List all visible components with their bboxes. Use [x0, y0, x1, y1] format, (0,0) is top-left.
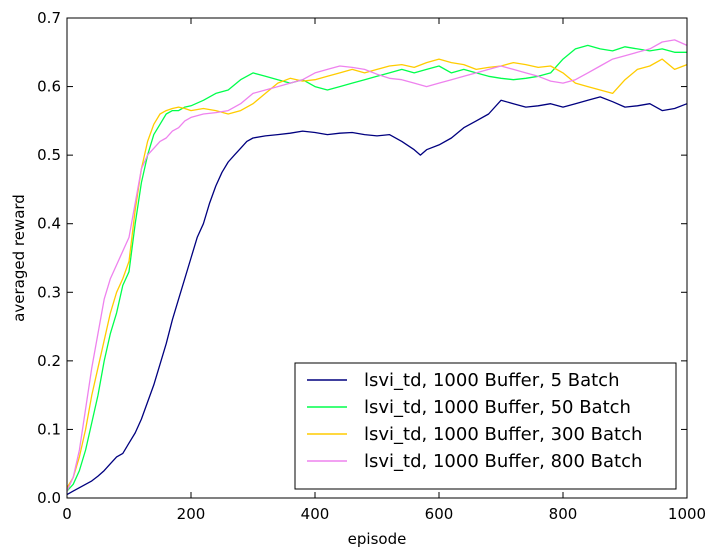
- tick-layer: [66, 17, 688, 499]
- y-tick-label: 0.6: [37, 78, 61, 96]
- y-tick-label: 0.7: [37, 9, 61, 27]
- legend-label-3: lsvi_td, 1000 Buffer, 300 Batch: [364, 424, 642, 445]
- y-tick-label: 0.3: [37, 283, 61, 301]
- y-axis-title: averaged reward: [10, 194, 28, 322]
- y-tick-label: 0.5: [37, 146, 61, 164]
- legend-box: [294, 362, 677, 490]
- x-tick-label: 200: [177, 505, 206, 523]
- y-tick-label: 0.2: [37, 352, 61, 370]
- series-line-4: [66, 39, 688, 492]
- tick-label-layer: 0 200 400 600 800 1000 0.0 0.1 0.2 0.3 0.4 0.5 0.6 0.…: [37, 9, 706, 523]
- x-tick-label: 800: [549, 505, 578, 523]
- x-tick-label: 1000: [668, 505, 706, 523]
- x-axis-title: episode: [348, 530, 407, 548]
- y-tick-label: 0.4: [37, 215, 61, 233]
- plot-frame: [66, 17, 688, 499]
- legend-label-1: lsvi_td, 1000 Buffer, 5 Batch: [364, 370, 619, 391]
- x-tick-label: 0: [62, 505, 72, 523]
- legend-label-2: lsvi_td, 1000 Buffer, 50 Batch: [364, 397, 631, 418]
- legend: lsvi_td, 1000 Buffer, 5 Batch lsvi_td, 10…: [294, 362, 677, 490]
- series-line-2: [66, 44, 687, 492]
- x-tick-label: 600: [425, 505, 454, 523]
- series-line-1: [66, 96, 688, 496]
- series-layer: [66, 39, 688, 496]
- x-tick-label: 400: [301, 505, 330, 523]
- series-line-3: [66, 58, 688, 489]
- y-tick-label: 0.0: [37, 489, 61, 507]
- y-tick-label: 0.1: [37, 420, 61, 438]
- legend-label-4: lsvi_td, 1000 Buffer, 800 Batch: [364, 451, 642, 472]
